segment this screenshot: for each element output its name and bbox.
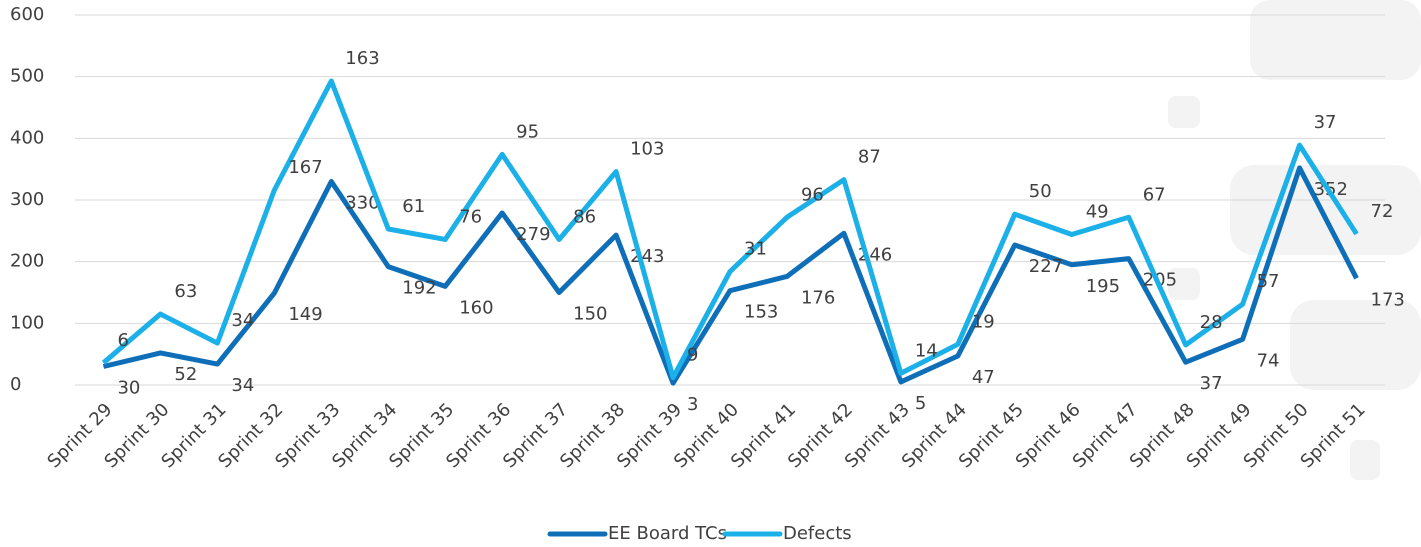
data-label: 74 bbox=[1257, 350, 1280, 371]
data-label: 173 bbox=[1371, 289, 1405, 310]
data-label: 87 bbox=[858, 147, 881, 168]
data-label: 167 bbox=[288, 157, 322, 178]
data-label: 52 bbox=[174, 364, 197, 385]
legend-label: Defects bbox=[783, 523, 852, 544]
data-label: 50 bbox=[1029, 181, 1052, 202]
data-label: 57 bbox=[1257, 271, 1280, 292]
data-label: 47 bbox=[972, 367, 995, 388]
y-tick-label: 0 bbox=[10, 374, 21, 395]
data-label: 61 bbox=[402, 196, 425, 217]
data-label: 72 bbox=[1371, 201, 1394, 222]
data-label: 150 bbox=[573, 304, 607, 325]
data-label: 30 bbox=[117, 378, 140, 399]
y-tick-label: 200 bbox=[10, 251, 44, 272]
data-label: 28 bbox=[1200, 312, 1223, 333]
data-label: 153 bbox=[744, 302, 778, 323]
data-label: 3 bbox=[687, 394, 698, 415]
data-label: 227 bbox=[1029, 256, 1063, 277]
data-label: 163 bbox=[345, 48, 379, 69]
y-tick-label: 500 bbox=[10, 66, 44, 87]
line-series bbox=[101, 78, 1359, 381]
data-label: 63 bbox=[174, 281, 197, 302]
data-label: 5 bbox=[915, 393, 926, 414]
y-tick-label: 400 bbox=[10, 127, 44, 148]
data-label: 192 bbox=[402, 278, 436, 299]
data-label: 176 bbox=[801, 287, 835, 308]
data-label: 14 bbox=[915, 340, 938, 361]
data-label: 37 bbox=[1200, 373, 1223, 394]
data-label: 195 bbox=[1086, 276, 1120, 297]
data-label: 86 bbox=[573, 206, 596, 227]
data-label: 103 bbox=[630, 139, 664, 160]
data-label: 279 bbox=[516, 224, 550, 245]
data-label: 76 bbox=[459, 206, 482, 227]
data-label: 9 bbox=[687, 345, 698, 366]
line-series bbox=[102, 165, 1359, 386]
data-label: 34 bbox=[231, 310, 254, 331]
y-tick-label: 600 bbox=[10, 4, 44, 25]
legend-label: EE Board TCs bbox=[608, 523, 727, 544]
data-label: 330 bbox=[345, 193, 379, 214]
data-label: 31 bbox=[744, 239, 767, 260]
data-label: 96 bbox=[801, 184, 824, 205]
data-label: 149 bbox=[288, 304, 322, 325]
data-label: 19 bbox=[972, 311, 995, 332]
data-label: 160 bbox=[459, 297, 493, 318]
data-label: 205 bbox=[1143, 270, 1177, 291]
data-label: 49 bbox=[1086, 202, 1109, 223]
y-tick-label: 300 bbox=[10, 189, 44, 210]
data-label: 95 bbox=[516, 121, 539, 142]
data-label: 37 bbox=[1314, 112, 1337, 133]
data-label: 6 bbox=[117, 330, 128, 351]
data-label: 34 bbox=[231, 375, 254, 396]
data-label: 67 bbox=[1143, 184, 1166, 205]
y-tick-label: 100 bbox=[10, 312, 44, 333]
